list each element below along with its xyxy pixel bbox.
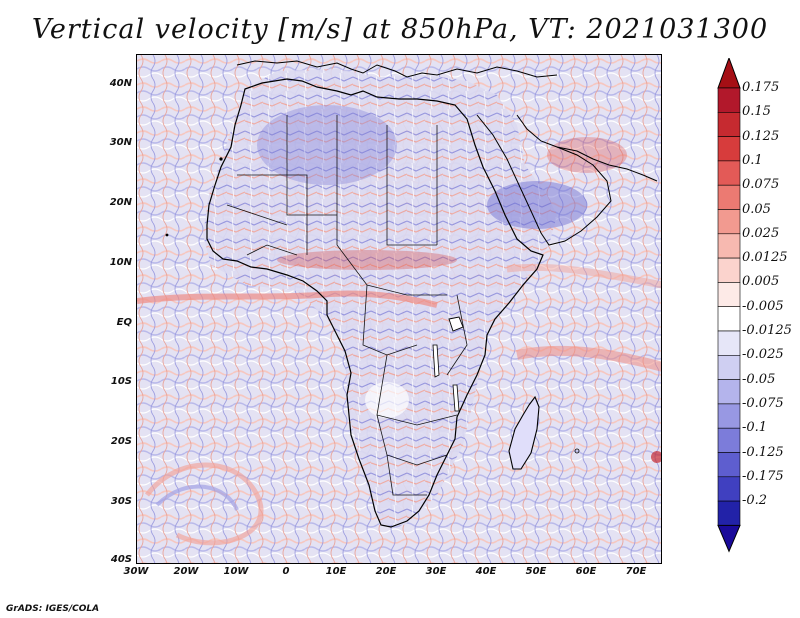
colorbar-segment [717, 306, 741, 332]
gulf-blue-patch [257, 105, 397, 185]
lon-tick-60e: 60E [575, 566, 597, 577]
lake-victoria [448, 316, 464, 332]
lat-tick-eq: EQ [116, 317, 132, 328]
colorbar-tick-label: -0.075 [742, 395, 784, 411]
indian-ocean-red-band-2 [506, 263, 661, 289]
lon-tick-40e: 40E [475, 566, 497, 577]
country-borders [226, 115, 468, 496]
lon-tick-10w: 10W [223, 566, 249, 577]
arabian-blue-patch [487, 181, 587, 229]
lon-tick-10e: 10E [325, 566, 347, 577]
lake-tanganyika [432, 344, 440, 378]
cyclone-feature [651, 451, 661, 463]
lat-tick-20s: 20S [110, 436, 132, 447]
colorbar-tick-label: 0.175 [742, 80, 780, 95]
colorbar-segment [717, 379, 741, 405]
lon-tick-20e: 20E [375, 566, 397, 577]
lon-tick-0: 0 [282, 566, 290, 577]
congo-white-patch [365, 382, 409, 418]
colorbar-segment [717, 330, 741, 356]
europe-coastline [236, 60, 558, 78]
map-title: Vertical velocity [m/s] at 850hPa, VT: 2… [31, 14, 769, 45]
lat-tick-30n: 30N [109, 137, 132, 148]
colorbar-segment [717, 452, 741, 478]
colorbar-segment [717, 354, 741, 380]
colorbar-segment [717, 233, 741, 259]
southern-swirl [145, 462, 264, 546]
tropical-red-band [137, 290, 438, 308]
sahel-red-patch [277, 250, 457, 270]
colorbar-segment [717, 427, 741, 453]
colorbar-bottom-arrow [717, 524, 741, 553]
lat-tick-30s: 30S [110, 496, 132, 507]
lat-tick-40n: 40N [109, 78, 132, 89]
map-plot-area [136, 54, 662, 564]
colorbar-segment [717, 111, 741, 137]
colorbar-tick-label: -0.0125 [742, 323, 792, 338]
colorbar-tick-label: 0.005 [742, 274, 780, 290]
cape-verde [165, 233, 169, 237]
colorbar-segment [717, 282, 741, 307]
colorbar-segment [717, 209, 741, 235]
colorbar-tick-label: -0.025 [742, 347, 784, 363]
mauritius [574, 448, 580, 454]
colorbar-tick-label: 0.0125 [742, 250, 788, 266]
colorbar-tick-label: 0.05 [742, 201, 771, 217]
lon-tick-30w: 30W [123, 566, 149, 577]
colorbar-segment [717, 184, 741, 210]
colorbar-segment [717, 87, 741, 113]
lat-tick-10n: 10N [109, 257, 132, 268]
lon-tick-20w: 20W [173, 566, 199, 577]
lon-tick-50e: 50E [525, 566, 547, 577]
colorbar-tick-label: -0.175 [742, 468, 784, 484]
lake-malawi [452, 384, 460, 412]
colorbar-segment [717, 500, 741, 526]
southern-swirl-2 [155, 484, 239, 511]
indian-ocean-red-band [516, 345, 661, 372]
arabia-coastline [476, 114, 612, 246]
persian-gulf-coast [556, 146, 658, 182]
colorbar-tick-label: 0.025 [742, 225, 780, 241]
colorbar-segment [717, 257, 741, 283]
colorbar-tick-label: -0.005 [742, 298, 784, 314]
colorbar-tick-label: 0.125 [742, 128, 780, 144]
colorbar-segment [717, 476, 741, 502]
credit-label: GrADS: IGES/COLA [6, 604, 100, 614]
colorbar-segment [717, 136, 741, 162]
colorbar-tick-label: 0.075 [742, 177, 780, 193]
lat-tick-10s: 10S [110, 376, 132, 387]
iran-red-patch [547, 137, 627, 173]
colorbar-tick-label: -0.2 [742, 493, 768, 509]
africa-coastline [206, 78, 544, 528]
colorbar-segment [717, 160, 741, 186]
colorbar-tick-label: 0.15 [742, 104, 771, 120]
lat-tick-20n: 20N [109, 197, 132, 208]
lon-tick-30e: 30E [425, 566, 447, 577]
colorbar-top-arrow [717, 58, 741, 89]
colorbar-segment [717, 403, 741, 429]
colorbar-tick-label: -0.125 [742, 444, 784, 460]
colorbar-tick-label: -0.1 [742, 420, 768, 436]
colorbar-tick-label: 0.1 [742, 152, 763, 168]
lon-tick-70e: 70E [625, 566, 647, 577]
colorbar [717, 58, 741, 553]
canary-islands [219, 157, 223, 161]
madagascar-outline [508, 395, 540, 470]
lat-tick-40s: 40S [110, 554, 132, 565]
colorbar-tick-label: -0.05 [742, 371, 776, 387]
